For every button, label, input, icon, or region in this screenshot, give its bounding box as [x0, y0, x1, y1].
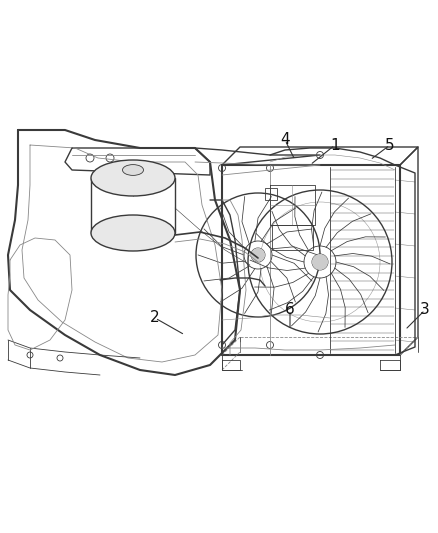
Text: 6: 6	[285, 303, 295, 318]
Ellipse shape	[91, 215, 175, 251]
Text: 4: 4	[280, 133, 290, 148]
Ellipse shape	[123, 165, 144, 175]
Text: 2: 2	[150, 311, 160, 326]
Text: 5: 5	[385, 138, 395, 152]
Ellipse shape	[91, 160, 175, 196]
Circle shape	[251, 248, 265, 262]
Circle shape	[312, 254, 328, 270]
Text: 3: 3	[420, 303, 430, 318]
Text: 1: 1	[330, 138, 340, 152]
